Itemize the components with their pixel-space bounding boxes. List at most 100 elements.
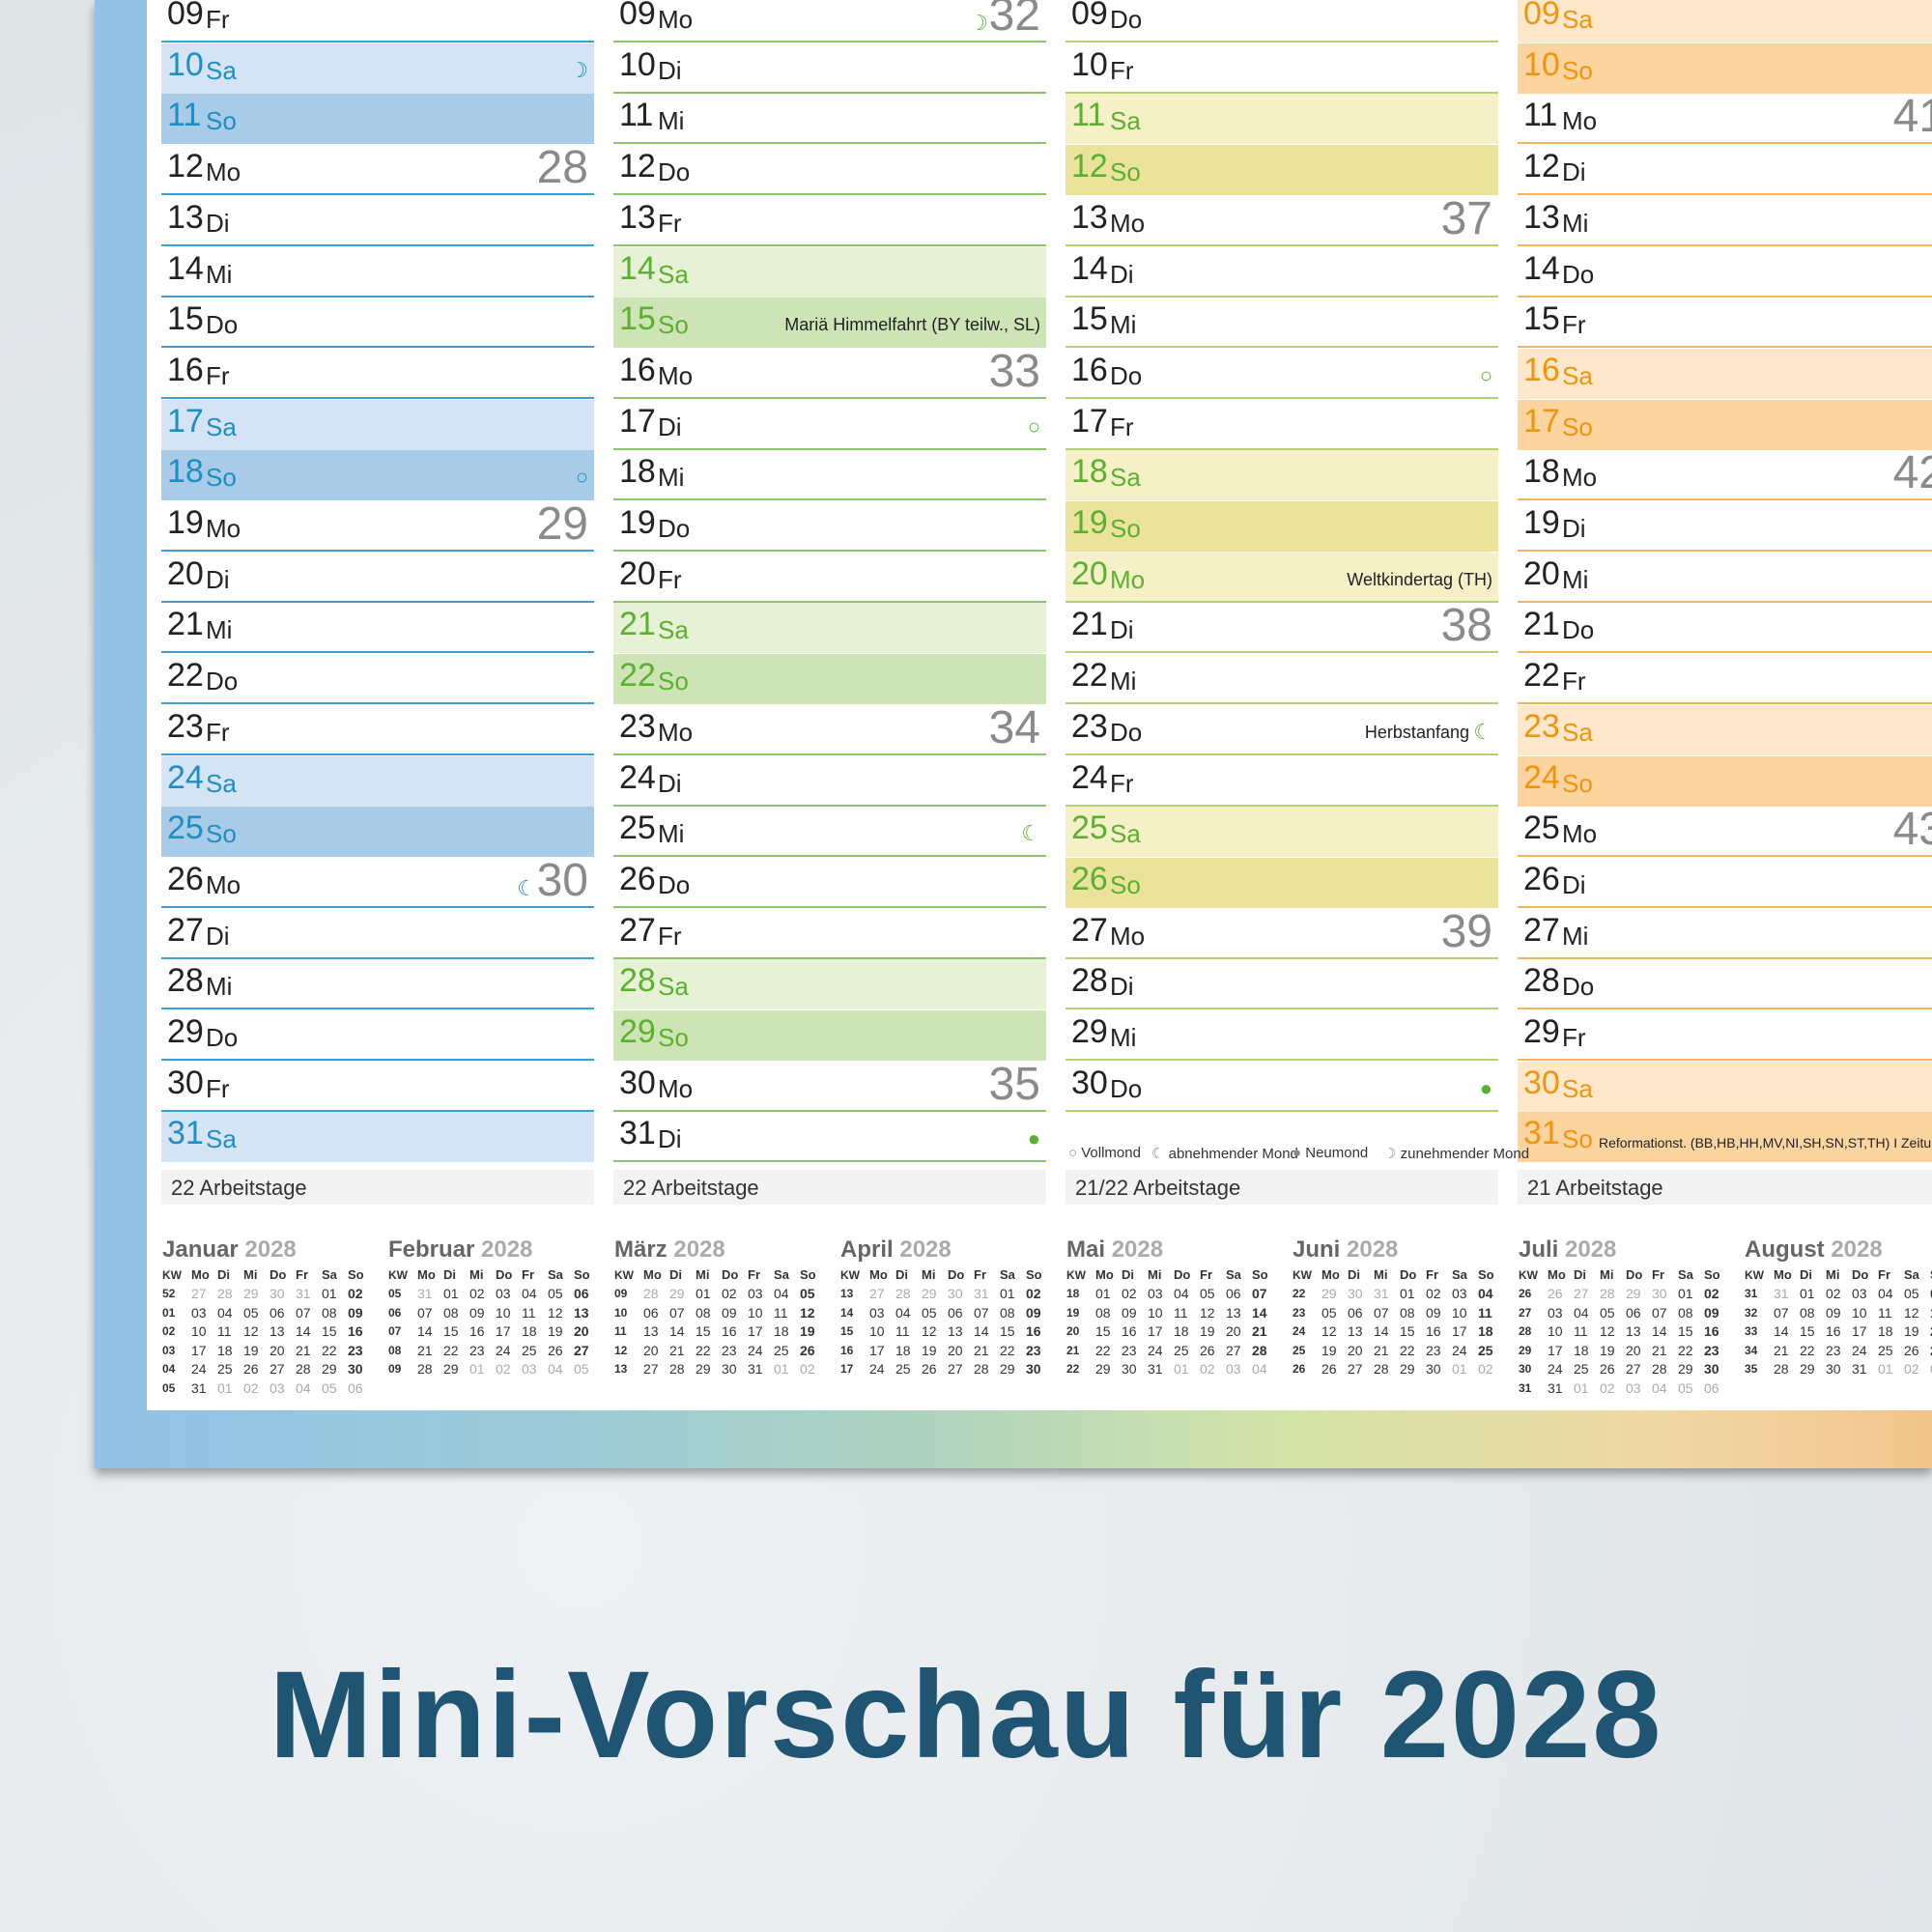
row-divider <box>613 41 1046 43</box>
day-row: 29 Mi <box>1065 1010 1498 1061</box>
weekday-name: Sa <box>206 768 237 798</box>
day-row: 09 Mo ☽ 32 <box>613 0 1046 43</box>
weekday-name: Fr <box>206 1073 230 1103</box>
mini-day-cell: 09 <box>1704 1304 1719 1321</box>
weekday-name: Mi <box>206 972 233 1002</box>
mini-day-cell: 23 <box>1826 1342 1841 1358</box>
day-row: 11 So <box>161 94 594 145</box>
mini-day-cell: 05 <box>162 1380 176 1395</box>
row-divider <box>1518 193 1932 196</box>
day-row: 24 Di <box>613 756 1046 807</box>
mini-day-cell: 04 <box>1478 1286 1493 1302</box>
weekday-name: So <box>658 1023 689 1052</box>
mini-day-cell: 15 <box>443 1323 459 1340</box>
mini-day-cell: 05 <box>922 1304 937 1321</box>
mini-day-cell: 30 <box>348 1361 363 1378</box>
mini-day-cell: 29 <box>669 1286 685 1302</box>
mini-day-cell: 04 <box>1878 1286 1893 1302</box>
day-number: 30 <box>1071 1064 1108 1101</box>
weekday-name: Mi <box>1562 564 1589 594</box>
day-row: 20 Fr <box>613 553 1046 603</box>
day-number: 20 <box>1523 554 1560 592</box>
mini-day-cell: 02 <box>1122 1286 1137 1302</box>
day-number: 13 <box>619 198 656 236</box>
day-row: 15 Fr <box>1518 298 1932 349</box>
mini-day-cell: 22 <box>1066 1362 1080 1377</box>
weekday-name: Fr <box>1110 768 1134 798</box>
row-divider <box>1518 956 1932 959</box>
day-number: 15 <box>167 300 204 338</box>
weekday-name: Mo <box>1110 208 1146 238</box>
mini-month-name: Januar <box>162 1236 245 1263</box>
mini-day-cell: 28 <box>1774 1361 1789 1378</box>
day-number: 31 <box>167 1115 204 1152</box>
day-number: 28 <box>619 962 656 1000</box>
mini-day-cell: 19 <box>1321 1342 1337 1358</box>
mini-day-cell: 09 <box>614 1287 628 1301</box>
day-row: 28 Mi <box>161 959 594 1010</box>
moon-phase-icon: ☾ <box>517 875 536 900</box>
day-row: 26 Mo ☾ 30 <box>161 855 594 908</box>
day-row: 18 Mo 42 <box>1518 448 1932 501</box>
row-divider <box>613 905 1046 908</box>
day-number: 27 <box>1071 911 1108 949</box>
mini-day-cell: 01 <box>1878 1361 1893 1378</box>
mini-day-cell: 09 <box>1026 1304 1041 1321</box>
day-row: 22 Fr <box>1518 654 1932 705</box>
row-divider <box>1518 600 1932 603</box>
day-number: 28 <box>1071 962 1108 1000</box>
mini-header-cell: Mo <box>1095 1267 1114 1283</box>
row-divider <box>1065 1109 1498 1112</box>
mini-header-cell: Di <box>1348 1267 1360 1283</box>
day-number: 27 <box>167 911 204 949</box>
row-divider <box>1065 600 1498 603</box>
week-number: 35 <box>988 1058 1040 1110</box>
mini-day-cell: 26 <box>243 1361 259 1378</box>
row-divider <box>613 193 1046 196</box>
legend-label: Vollmond <box>1081 1145 1141 1161</box>
mini-day-cell: 13 <box>1226 1304 1241 1321</box>
day-number: 26 <box>619 860 656 897</box>
weekday-name: Sa <box>658 615 689 645</box>
mini-day-cell: 27 <box>1226 1342 1241 1358</box>
row-divider <box>613 142 1046 145</box>
day-row: 20 Mo Weltkindertag (TH) <box>1065 552 1498 603</box>
mini-day-cell: 29 <box>443 1361 459 1378</box>
mini-day-cell: 18 <box>1174 1323 1189 1340</box>
mini-day-cell: 06 <box>574 1286 589 1302</box>
mini-day-cell: 30 <box>1348 1286 1363 1302</box>
mini-day-cell: 31 <box>191 1379 207 1396</box>
day-row: 13 Mo 37 <box>1065 193 1498 246</box>
mini-day-cell: 13 <box>614 1362 628 1377</box>
mini-day-cell: 35 <box>1745 1362 1758 1377</box>
day-row: 13 Mi <box>1518 196 1932 246</box>
weekday-name: Mo <box>1110 564 1146 594</box>
mini-day-cell: 10 <box>1852 1304 1867 1321</box>
mini-header-cell: Do <box>1852 1267 1869 1283</box>
mini-day-cell: 18 <box>522 1323 537 1340</box>
mini-day-cell: 08 <box>1000 1304 1015 1321</box>
row-divider <box>613 498 1046 501</box>
mini-header-cell: Do <box>1400 1267 1417 1283</box>
legend-item: ☾ abnehmender Mond <box>1151 1145 1298 1162</box>
mini-day-cell: 28 <box>669 1361 685 1378</box>
mini-day-cell: 23 <box>1426 1342 1441 1358</box>
workdays-summary: 22 Arbeitstage <box>613 1170 1046 1205</box>
row-divider <box>613 855 1046 858</box>
holiday-label: Mariä Himmelfahrt (BY teilw., SL) <box>784 315 1040 335</box>
mini-day-cell: 17 <box>869 1342 885 1358</box>
day-number: 18 <box>1071 453 1108 491</box>
mini-day-cell: 23 <box>722 1342 737 1358</box>
day-number: 28 <box>167 962 204 1000</box>
mini-day-cell: 28 <box>296 1361 311 1378</box>
mini-day-cell: 25 <box>1878 1342 1893 1358</box>
weekday-name: Mi <box>658 819 685 849</box>
mini-header-cell: Do <box>1174 1267 1191 1283</box>
weekday-name: Sa <box>1562 360 1593 390</box>
day-number: 25 <box>1071 810 1108 847</box>
workdays-label: 22 Arbeitstage <box>171 1176 307 1200</box>
mini-day-cell: 21 <box>974 1342 989 1358</box>
mini-header-cell: So <box>1026 1267 1042 1283</box>
mini-header-cell: Mo <box>1774 1267 1792 1283</box>
day-number: 30 <box>167 1064 204 1101</box>
